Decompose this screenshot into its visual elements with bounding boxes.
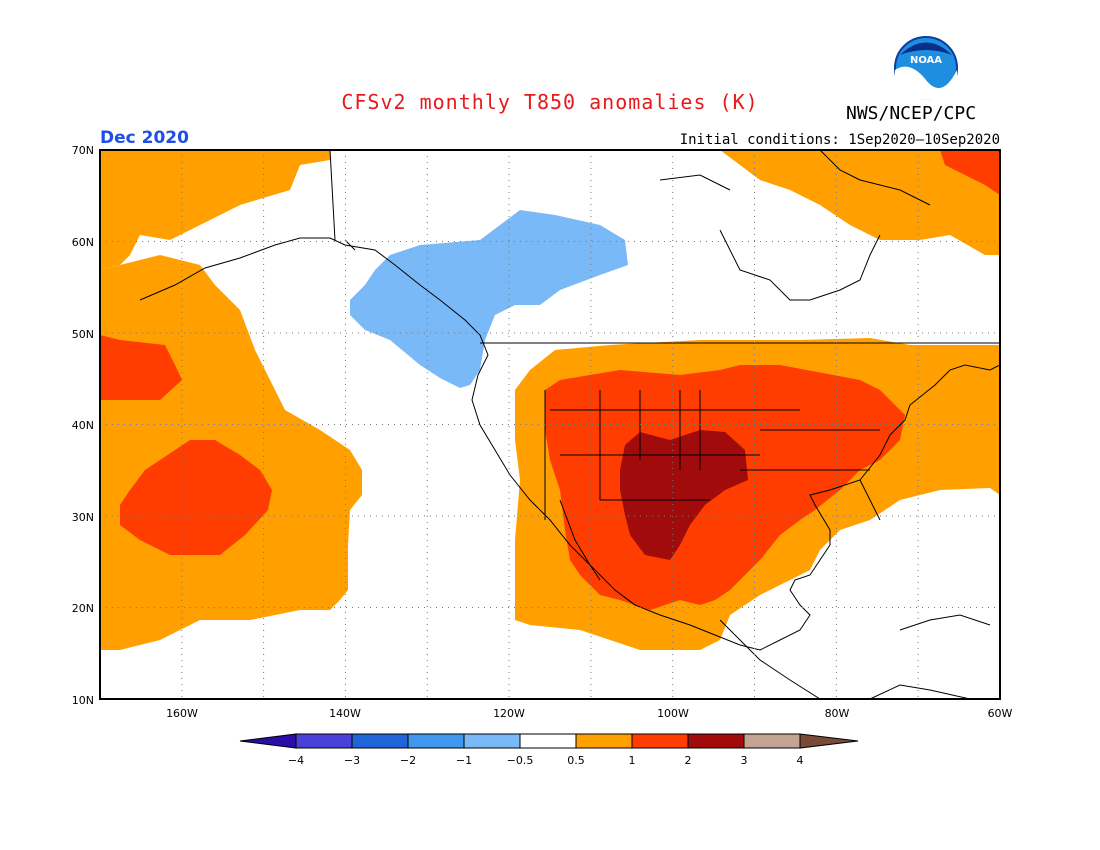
colorbar-label: 1 (629, 754, 636, 767)
lat-label: 10N (72, 694, 94, 707)
colorbar-label: 4 (797, 754, 804, 767)
colorbar: −4 −3 −2 −1 −0.5 0.5 1 2 3 4 (240, 734, 858, 767)
colorbar-label: −3 (344, 754, 360, 767)
lon-label: 140W (329, 707, 361, 720)
colorbar-label: 3 (741, 754, 748, 767)
initial-conditions: Initial conditions: 1Sep2020–10Sep2020 (680, 132, 1000, 148)
colorbar-segment (632, 734, 688, 748)
lon-label: 100W (657, 707, 689, 720)
colorbar-label: 2 (685, 754, 692, 767)
lon-label: 80W (825, 707, 850, 720)
colorbar-segment (408, 734, 464, 748)
lat-label: 60N (72, 236, 94, 249)
colorbar-segment (744, 734, 800, 748)
latitude-labels: 70N 60N 50N 40N 30N 20N 10N (72, 144, 94, 707)
longitude-labels: 160W 140W 120W 100W 80W 60W (166, 707, 1012, 720)
colorbar-label: −2 (400, 754, 416, 767)
lat-label: 50N (72, 328, 94, 341)
lat-label: 30N (72, 511, 94, 524)
lat-label: 40N (72, 419, 94, 432)
colorbar-label: 0.5 (567, 754, 585, 767)
anomaly-shading (100, 150, 1000, 650)
forecast-month: Dec 2020 (100, 128, 189, 148)
colorbar-label: −0.5 (507, 754, 534, 767)
colorbar-arrow-low (240, 734, 296, 748)
colorbar-segment (576, 734, 632, 748)
colorbar-segment (296, 734, 352, 748)
colorbar-segment (688, 734, 744, 748)
lon-label: 160W (166, 707, 198, 720)
colorbar-arrow-high (800, 734, 858, 748)
colorbar-segment (352, 734, 408, 748)
colorbar-label: −4 (288, 754, 304, 767)
colorbar-segment (520, 734, 576, 748)
lon-label: 60W (988, 707, 1013, 720)
organization-label: NWS/NCEP/CPC (846, 103, 976, 124)
anomaly-region-pos05-pacific-north (100, 150, 330, 270)
colorbar-segment (464, 734, 520, 748)
lat-label: 20N (72, 602, 94, 615)
noaa-logo-text: NOAA (910, 55, 942, 66)
lon-label: 120W (493, 707, 525, 720)
lat-label: 70N (72, 144, 94, 157)
colorbar-label: −1 (456, 754, 472, 767)
